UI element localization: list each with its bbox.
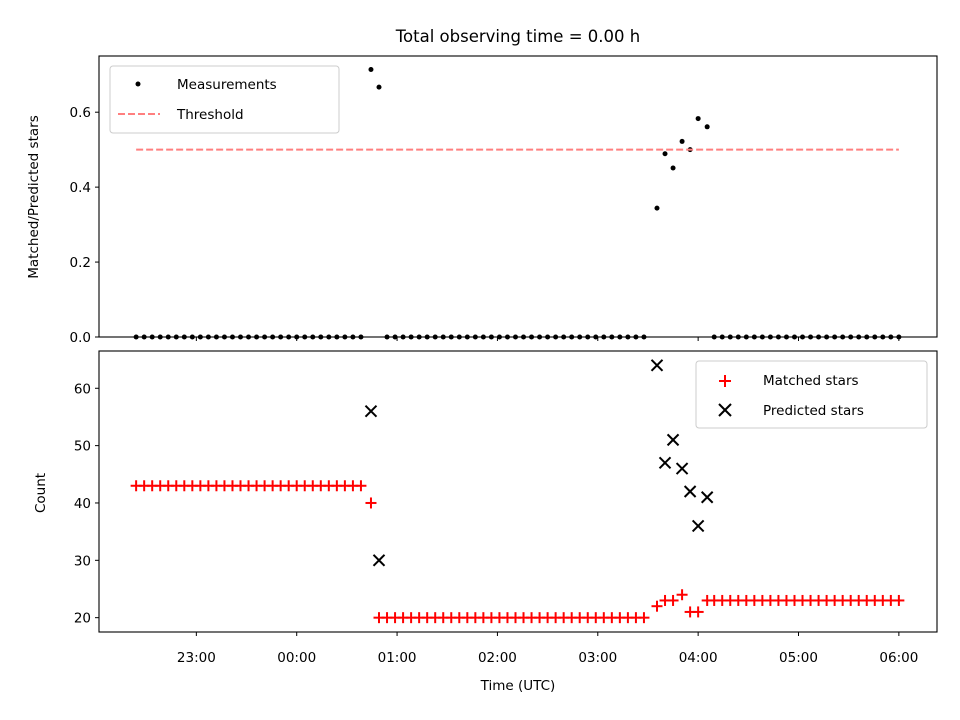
matched-stars-point <box>365 497 377 509</box>
matched-stars-point <box>638 612 650 624</box>
predicted-stars-point <box>683 485 697 498</box>
legend-measurements-label: Measurements <box>177 77 277 93</box>
top-legend: Measurements Threshold <box>109 65 340 134</box>
x-tick-label: 23:00 <box>177 650 216 666</box>
predicted-stars-point <box>666 433 680 447</box>
matched-stars-point <box>667 594 679 606</box>
predicted-stars-point <box>700 491 714 504</box>
legend-threshold-label: Threshold <box>176 107 244 123</box>
x-tick-label: 03:00 <box>578 650 617 666</box>
x-axis-label: Time (UTC) <box>480 678 556 694</box>
legend-predicted-marker <box>718 403 732 417</box>
bottom-y-tick-label: 60 <box>74 381 91 397</box>
predicted-stars-point <box>650 359 664 372</box>
predicted-stars-point <box>364 405 378 418</box>
bottom-y-axis-label: Count <box>33 473 49 513</box>
top-y-tick-label: 0.4 <box>70 180 91 196</box>
x-tick-label: 06:00 <box>879 650 918 666</box>
legend-matched-marker <box>719 375 731 387</box>
x-tick-label: 05:00 <box>779 650 818 666</box>
bottom-y-tick-label: 40 <box>74 496 91 512</box>
measurement-point <box>368 66 374 72</box>
legend-predicted-label: Predicted stars <box>763 403 864 419</box>
bottom-legend: Matched stars Predicted stars <box>695 360 928 429</box>
legend-measurements-marker <box>135 81 141 87</box>
measurement-point <box>376 84 382 90</box>
matched-stars-point <box>692 606 704 618</box>
measurement-point <box>654 205 660 211</box>
matched-stars-point <box>676 589 688 601</box>
bottom-panel: 20 30 40 50 60 23:00 00:00 01:00 02:00 03:00 04:0… <box>33 350 938 694</box>
bottom-y-tick-label: 20 <box>74 611 91 627</box>
predicted-stars-point <box>675 462 689 475</box>
top-panel: 0.0 0.2 0.4 0.6 Matched/Predicted stars Mea… <box>26 55 938 346</box>
x-tick-label: 02:00 <box>478 650 517 666</box>
measurement-point <box>679 138 685 144</box>
bottom-y-tick-label: 50 <box>74 439 91 455</box>
matched-stars-point <box>893 594 905 606</box>
top-y-tick-label: 0.2 <box>70 255 91 271</box>
bottom-legend-box <box>695 360 928 429</box>
predicted-stars-point <box>691 519 705 533</box>
predicted-stars-point <box>658 456 672 470</box>
measurement-point <box>670 165 676 171</box>
measurement-point <box>695 116 701 122</box>
x-tick-label: 01:00 <box>378 650 417 666</box>
bottom-y-tick-label: 30 <box>74 553 91 569</box>
legend-matched-label: Matched stars <box>763 373 859 389</box>
x-tick-label: 00:00 <box>277 650 316 666</box>
top-y-axis-label: Matched/Predicted stars <box>26 115 42 278</box>
x-tick-label: 04:00 <box>679 650 718 666</box>
matched-stars-point <box>355 480 367 492</box>
top-legend-box <box>109 65 340 134</box>
chart-title: Total observing time = 0.00 h <box>395 27 640 46</box>
top-y-tick-label: 0.6 <box>70 105 91 121</box>
top-axes-frame <box>98 55 938 338</box>
measurement-point <box>662 151 668 157</box>
bottom-axes-frame <box>98 350 938 633</box>
matched-stars-point <box>651 600 663 612</box>
predicted-stars-point <box>372 554 386 567</box>
measurement-point <box>704 124 710 130</box>
top-y-tick-label: 0.0 <box>70 330 91 346</box>
